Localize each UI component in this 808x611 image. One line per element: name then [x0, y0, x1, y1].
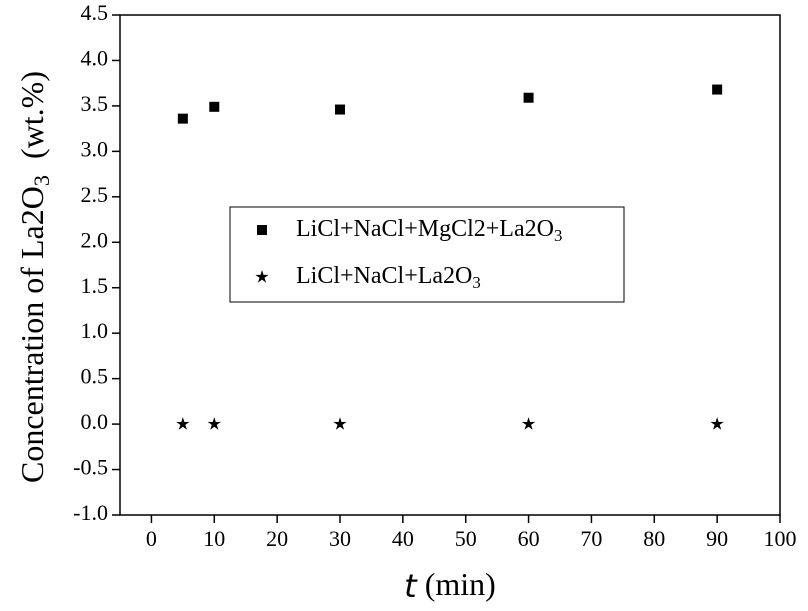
- x-tick-label: 30: [329, 526, 351, 551]
- y-tick-label: 4.0: [81, 46, 109, 71]
- y-tick-label: 0.0: [81, 409, 109, 434]
- x-tick-label: 40: [392, 526, 414, 551]
- plot-frame: [119, 14, 781, 516]
- x-tick-label: 70: [580, 526, 602, 551]
- star-marker: [521, 417, 536, 430]
- x-tick-label: 100: [764, 526, 797, 551]
- square-marker: [177, 113, 188, 124]
- y-axis-title: Concentration of La2O3 (wt.%): [14, 71, 54, 483]
- y-tick-label: 1.5: [81, 273, 109, 298]
- legend-label: LiCl+NaCl+La2O3: [296, 263, 481, 292]
- x-tick-label: 60: [518, 526, 540, 551]
- star-marker: [333, 417, 347, 430]
- y-tick-label: 2.5: [81, 182, 109, 207]
- square-marker: [335, 104, 345, 115]
- x-tick-label: 10: [203, 526, 225, 551]
- y-tick-label: 3.5: [81, 91, 109, 116]
- square-marker: [523, 92, 534, 103]
- x-tick-label: 20: [266, 526, 288, 551]
- y-tick-label: -1.0: [73, 500, 108, 525]
- star-marker: [710, 417, 724, 430]
- legend-marker: [255, 270, 269, 283]
- x-axis-title: t (min): [404, 566, 496, 605]
- x-tick-label: 0: [146, 526, 157, 551]
- legend-box: [229, 206, 625, 303]
- star-marker: [207, 417, 221, 430]
- y-tick-label: -0.5: [73, 455, 108, 480]
- y-tick-label: 2.0: [81, 227, 109, 252]
- y-tick-label: 0.5: [81, 364, 109, 389]
- star-marker: [176, 417, 190, 430]
- legend-label: LiCl+NaCl+MgCl2+La2O3: [296, 216, 562, 245]
- y-tick-label: 3.0: [81, 136, 109, 161]
- x-tick-label: 80: [643, 526, 665, 551]
- legend: LiCl+NaCl+MgCl2+La2O3 LiCl+NaCl+La2O3: [229, 206, 625, 303]
- x-tick-label: 90: [706, 526, 728, 551]
- square-marker: [209, 101, 220, 112]
- square-marker: [712, 84, 723, 95]
- y-tick-label: 4.5: [81, 0, 109, 25]
- x-tick-label: 50: [455, 526, 477, 551]
- y-tick-label: 1.0: [81, 318, 109, 343]
- legend-marker: [257, 225, 267, 235]
